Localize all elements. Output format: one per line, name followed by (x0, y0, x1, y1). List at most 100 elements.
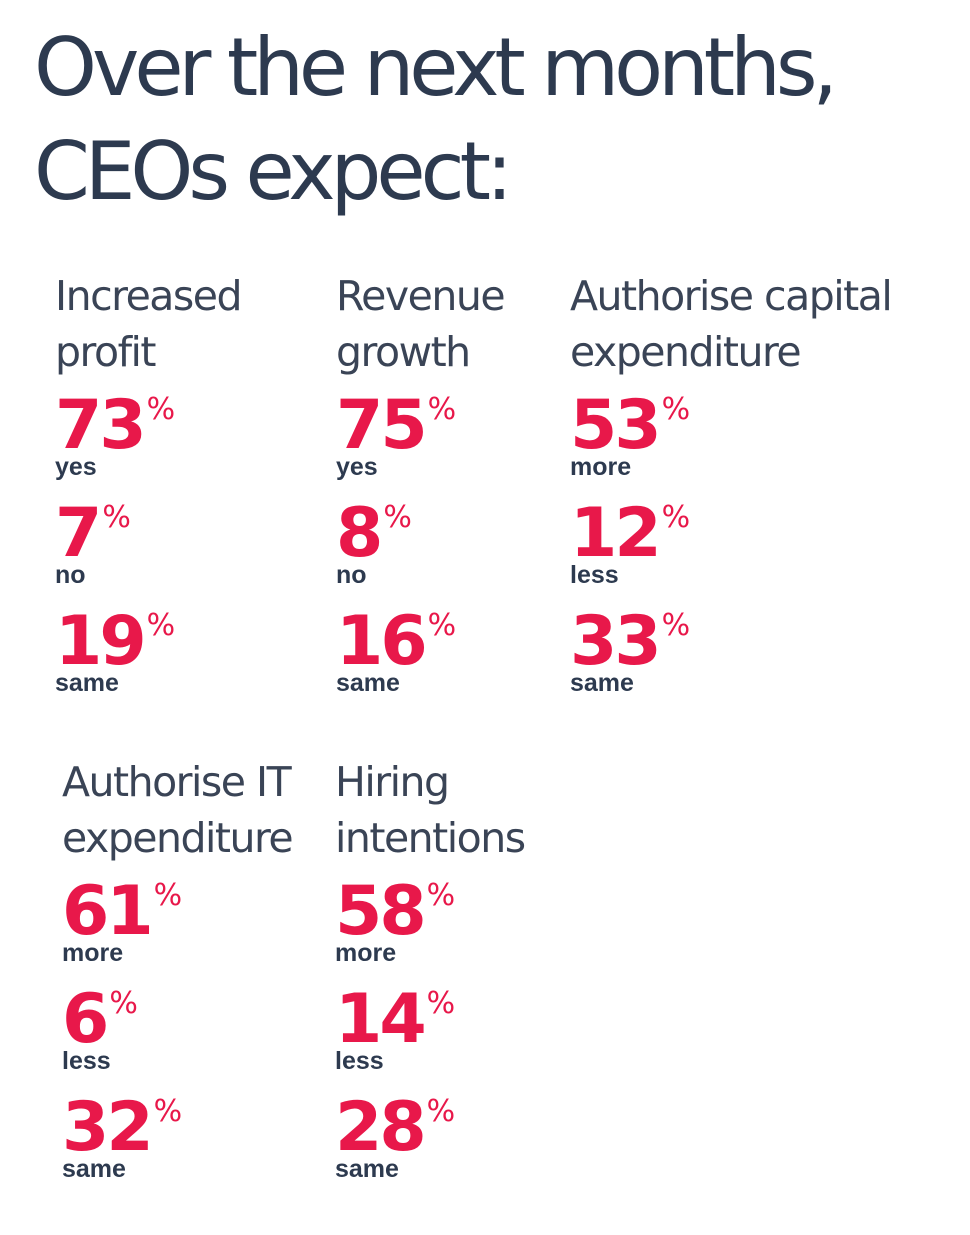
stat-label: more (62, 939, 124, 967)
block-title-line-1: Authorise capital (570, 272, 893, 320)
percent-sign: % (383, 500, 412, 535)
percent-sign: % (661, 392, 691, 427)
stat-list: 58% more 14% less 28% same (335, 878, 605, 1204)
stat-label: yes (55, 453, 97, 481)
stat-block-hiring-intentions: Hiring intentions 58% more 14% less 28% … (335, 754, 605, 1204)
percent-sign: % (661, 608, 691, 643)
stat-item: 58% more (335, 878, 605, 988)
stat-number: 14 (335, 980, 427, 1059)
stat-number: 16 (336, 602, 428, 681)
stat-label: same (335, 1155, 399, 1183)
percent-sign: % (153, 878, 183, 913)
block-title: Authorise capital expenditure (570, 268, 930, 380)
stat-number: 28 (335, 1088, 427, 1167)
stat-block-capital-expenditure: Authorise capital expenditure 53% more 1… (570, 268, 930, 718)
stat-value: 33% (570, 608, 930, 676)
stat-label: no (55, 561, 86, 589)
stat-value: 19% (55, 608, 325, 676)
stat-label: same (55, 669, 119, 697)
stat-item: 75% yes (336, 392, 606, 502)
percent-sign: % (153, 1094, 183, 1129)
block-title-line-1: Hiring (335, 758, 450, 806)
stat-label: same (336, 669, 400, 697)
stat-label: same (570, 669, 634, 697)
stat-block-revenue-growth: Revenue growth 75% yes 8% no 16% same (336, 268, 606, 718)
stat-number: 8 (336, 494, 383, 573)
stat-item: 12% less (570, 500, 930, 610)
block-title: Authorise IT expenditure (62, 754, 332, 866)
stat-item: 14% less (335, 986, 605, 1096)
stat-label: less (335, 1047, 384, 1075)
block-title: Revenue growth (336, 268, 606, 380)
stat-block-it-expenditure: Authorise IT expenditure 61% more 6% les… (62, 754, 332, 1204)
stat-number: 53 (570, 386, 662, 465)
stat-value: 73% (55, 392, 325, 460)
stat-label: no (336, 561, 367, 589)
stat-label: more (570, 453, 632, 481)
stat-number: 7 (55, 494, 102, 573)
stat-value: 75% (336, 392, 606, 460)
percent-sign: % (146, 392, 176, 427)
stat-item: 33% same (570, 608, 930, 718)
stat-value: 7% (55, 500, 325, 568)
stat-value: 8% (336, 500, 606, 568)
stat-label: yes (336, 453, 378, 481)
block-title-line-1: Revenue (336, 272, 506, 320)
stat-label: less (570, 561, 619, 589)
block-title-line-2: expenditure (570, 328, 802, 376)
stat-item: 19% same (55, 608, 325, 718)
headline-line-2: CEOs expect: (34, 125, 513, 218)
block-title: Hiring intentions (335, 754, 605, 866)
stat-item: 8% no (336, 500, 606, 610)
stat-number: 19 (55, 602, 147, 681)
percent-sign: % (427, 608, 457, 643)
percent-sign: % (102, 500, 131, 535)
stat-item: 53% more (570, 392, 930, 502)
stat-value: 6% (62, 986, 332, 1054)
stat-item: 28% same (335, 1094, 605, 1204)
stat-list: 73% yes 7% no 19% same (55, 392, 325, 718)
stat-value: 12% (570, 500, 930, 568)
page-headline: Over the next months, CEOs expect: (34, 16, 838, 224)
stat-list: 61% more 6% less 32% same (62, 878, 332, 1204)
stat-label: same (62, 1155, 126, 1183)
stat-number: 33 (570, 602, 662, 681)
block-title-line-2: expenditure (62, 814, 294, 862)
block-title-line-2: growth (336, 328, 471, 376)
stat-number: 32 (62, 1088, 154, 1167)
block-title: Increased profit (55, 268, 325, 380)
stat-item: 7% no (55, 500, 325, 610)
percent-sign: % (661, 500, 691, 535)
percent-sign: % (109, 986, 138, 1021)
stat-item: 6% less (62, 986, 332, 1096)
block-title-line-1: Authorise IT (62, 758, 292, 806)
stat-value: 28% (335, 1094, 605, 1162)
stat-value: 16% (336, 608, 606, 676)
stat-list: 75% yes 8% no 16% same (336, 392, 606, 718)
stat-number: 73 (55, 386, 147, 465)
stat-number: 12 (570, 494, 662, 573)
stat-item: 32% same (62, 1094, 332, 1204)
stat-block-increased-profit: Increased profit 73% yes 7% no 19% same (55, 268, 325, 718)
stat-value: 58% (335, 878, 605, 946)
stat-item: 61% more (62, 878, 332, 988)
block-title-line-1: Increased (55, 272, 243, 320)
stat-label: less (62, 1047, 111, 1075)
headline-line-1: Over the next months, (34, 21, 838, 114)
block-title-line-2: intentions (335, 814, 526, 862)
stat-number: 6 (62, 980, 109, 1059)
percent-sign: % (427, 392, 457, 427)
stat-value: 32% (62, 1094, 332, 1162)
stat-value: 61% (62, 878, 332, 946)
stat-item: 73% yes (55, 392, 325, 502)
stat-number: 61 (62, 872, 154, 951)
block-title-line-2: profit (55, 328, 156, 376)
stat-item: 16% same (336, 608, 606, 718)
percent-sign: % (426, 986, 456, 1021)
stat-list: 53% more 12% less 33% same (570, 392, 930, 718)
percent-sign: % (426, 1094, 456, 1129)
stat-number: 58 (335, 872, 427, 951)
stat-value: 53% (570, 392, 930, 460)
stat-value: 14% (335, 986, 605, 1054)
stat-number: 75 (336, 386, 428, 465)
